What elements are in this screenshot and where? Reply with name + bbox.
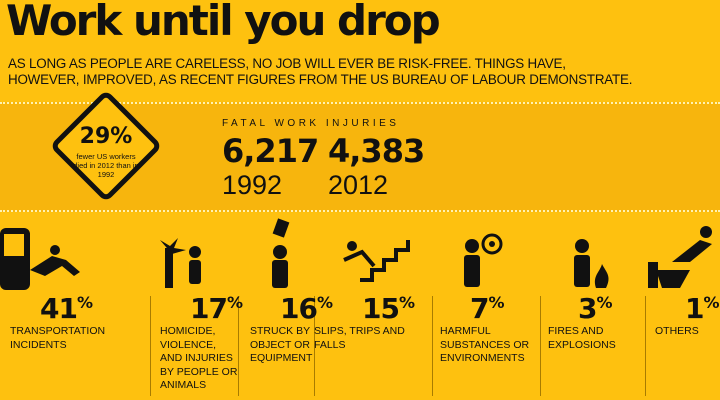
cause-percent: 41% [40,292,93,325]
highlight-note: fewer US workers [76,152,136,161]
cause-number: 17 [190,292,228,325]
icons [0,218,712,290]
cause-sign: % [488,293,504,312]
cause-percent: 17% [190,292,243,325]
cause-sign: % [596,293,612,312]
separator [645,296,646,396]
separator [540,296,541,396]
cause-label: STRUCK BY [250,325,311,337]
cause-label: FIRES AND [548,325,604,337]
cause-number: 16 [280,292,318,325]
cause-percent: 7% [470,292,505,325]
cause-percent: 16% [280,292,333,325]
fatal-value: 4,383 [328,132,425,170]
cause-sign: % [703,293,719,312]
cause-number: 7 [470,292,490,325]
separator [150,296,151,396]
cause-label: ENVIRONMENTS [440,352,525,364]
fatal-year: 2012 [328,170,389,200]
cause-label: VIOLENCE, [160,338,217,351]
separator [432,296,433,396]
cause-sign: % [76,293,93,312]
separator [238,296,239,396]
cause-number: 3 [578,292,598,325]
cause-label: FALLS [314,338,346,351]
fatal-year: 1992 [222,170,283,200]
cause-label: SLIPS, TRIPS AND [314,325,405,337]
violence-icon [160,238,201,288]
fire-icon [574,239,609,288]
cause-label: INCIDENTS [10,338,67,351]
cause-number: 1 [685,292,705,325]
cause-label: OTHERS [655,325,699,337]
title: Work until you drop [6,0,441,45]
subtitle: HOWEVER, IMPROVED, AS RECENT FIGURES FRO… [8,72,633,87]
cause-label: BY PEOPLE OR [160,365,238,378]
cause-percent: 15% [362,292,415,325]
struck-icon [272,218,290,288]
bus-icon [0,228,80,290]
cause-percent: 1% [685,292,720,325]
stairs-icon [343,240,410,282]
subtitle: AS LONG AS PEOPLE ARE CARELESS, NO JOB W… [8,56,566,71]
highlight-percent: 29% [79,124,133,149]
cause-label: SUBSTANCES OR [440,338,530,351]
cause-number: 15 [362,292,400,325]
cause-label: EXPLOSIONS [548,338,616,351]
cause-label: ANIMALS [160,379,207,391]
fatal-value: 6,217 [222,132,319,170]
cause-percent: 3% [578,292,613,325]
cause-label: OBJECT OR [250,338,310,351]
toilet-icon [648,226,712,288]
fatal-label: FATAL WORK INJURIES [222,118,400,129]
substance-icon [464,233,503,287]
cause-number: 41 [40,292,78,325]
separator [314,296,315,396]
highlight-note: 1992 [97,170,115,179]
cause-label: HARMFUL [440,325,491,337]
cause-sign: % [398,293,415,312]
cause-label: TRANSPORTATION [10,325,106,337]
cause-sign: % [226,293,243,312]
cause-sign: % [316,293,333,312]
cause-label: AND INJURIES [160,352,233,364]
highlight-note: died in 2012 than in [73,161,139,170]
cause-label: EQUIPMENT [250,352,313,364]
cause-label: HOMICIDE, [160,325,216,337]
